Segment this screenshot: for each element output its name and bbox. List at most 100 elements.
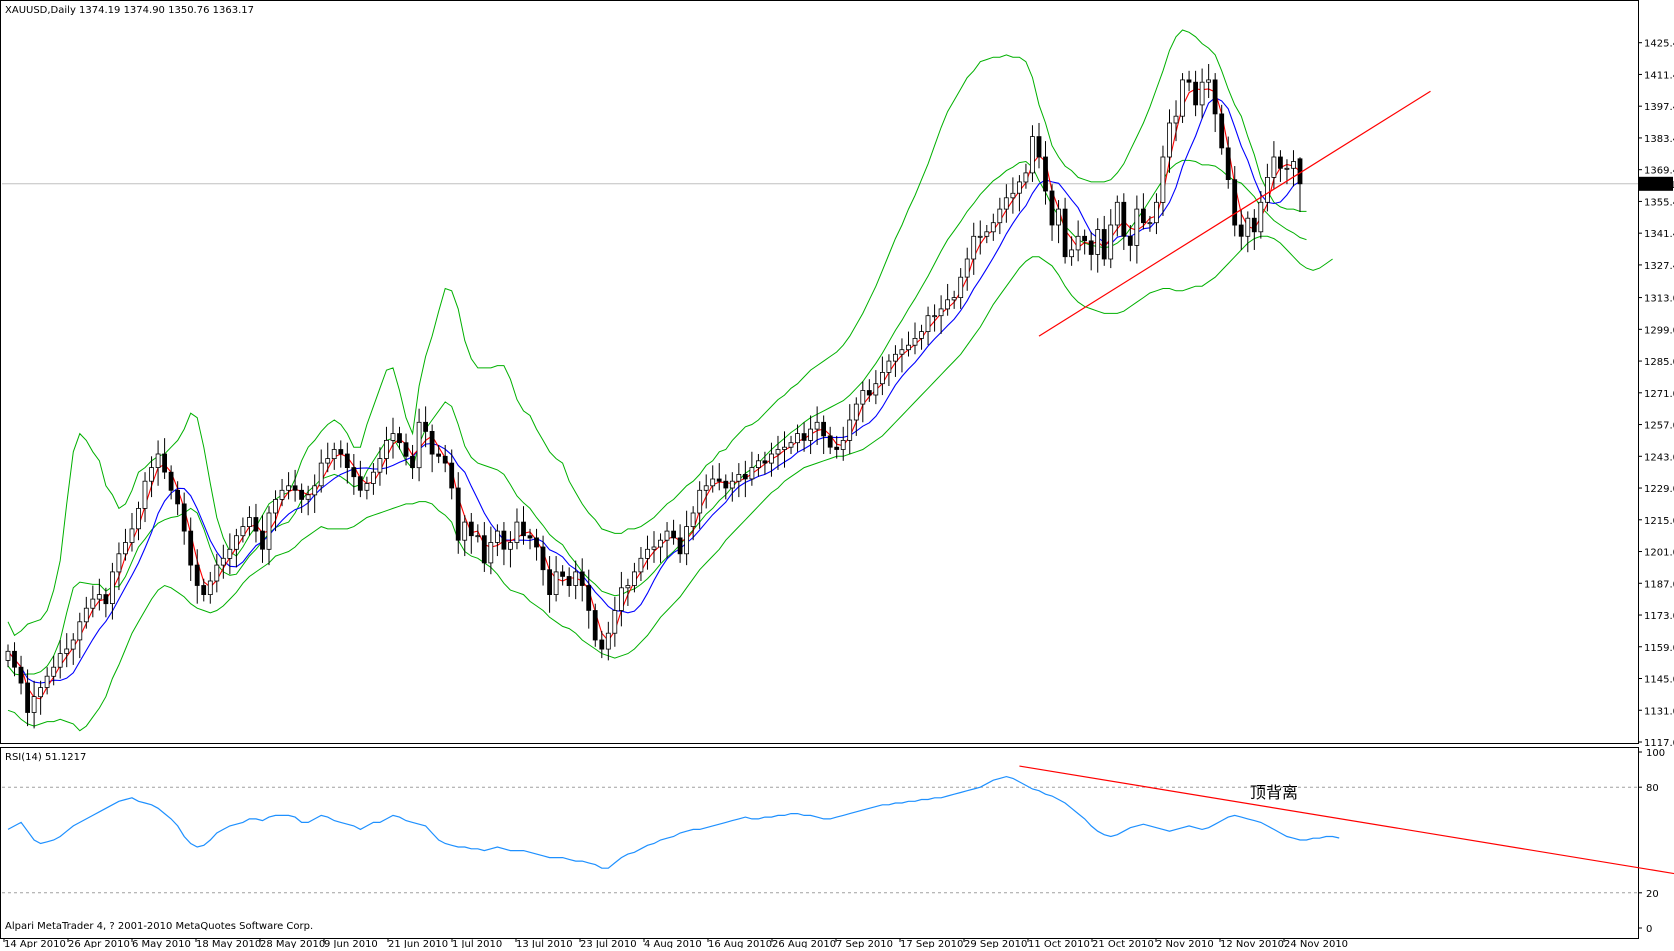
price-tick-label: 1257.00 xyxy=(1644,421,1674,432)
time-tick-label: 7 Sep 2010 xyxy=(836,939,893,948)
time-tick-label: 23 Jul 2010 xyxy=(580,939,637,948)
candle-body xyxy=(207,580,213,596)
rsi-tick-label: 0 xyxy=(1646,924,1652,935)
price-tick-label: 1369.40 xyxy=(1644,166,1674,177)
candle-body xyxy=(110,571,115,605)
candle-body xyxy=(1167,122,1172,158)
candle-body xyxy=(136,507,141,530)
candle-body xyxy=(756,460,761,468)
price-axis: 1425.40 1411.40 1397.40 1383.40 1369.40 1355.… xyxy=(1638,39,1674,749)
time-tick-label: 24 Nov 2010 xyxy=(1284,939,1348,948)
time-tick-label: 11 Oct 2010 xyxy=(1028,939,1090,948)
price-tick-label: 1215.00 xyxy=(1644,516,1674,527)
price-tick-label: 1327.40 xyxy=(1644,261,1674,272)
candle-body xyxy=(1141,208,1146,224)
candle-body xyxy=(880,371,885,385)
rsi-line xyxy=(7,775,1340,869)
candle-body xyxy=(18,666,24,684)
price-tick-label: 1271.00 xyxy=(1644,389,1674,400)
candle-body xyxy=(906,344,911,351)
candle-body xyxy=(397,433,402,444)
time-axis: 14 Apr 2010 26 Apr 2010 6 May 2010 18 May 2… xyxy=(3,938,1348,950)
rsi-indicator xyxy=(2,765,1674,894)
candle-body xyxy=(795,433,800,444)
time-tick-label: 4 Aug 2010 xyxy=(644,939,702,948)
candle-body xyxy=(383,439,389,459)
rsi-header: RSI(14) 51.1217 xyxy=(5,752,86,763)
candle-body xyxy=(403,442,409,457)
candle-body xyxy=(527,535,533,539)
candle-body xyxy=(1147,222,1153,225)
candle-body xyxy=(194,564,200,586)
candle-body xyxy=(893,353,898,362)
candle-body xyxy=(769,453,774,464)
candlesticks xyxy=(5,64,1303,729)
candle-body xyxy=(827,435,833,448)
rsi-tick-label: 80 xyxy=(1646,783,1659,794)
candle-body xyxy=(534,537,539,548)
price-tick-label: 1397.40 xyxy=(1644,102,1674,113)
candle-body xyxy=(1160,156,1166,203)
candle-body xyxy=(951,297,957,301)
candle-body xyxy=(1251,217,1257,233)
price-tick-label: 1341.40 xyxy=(1644,229,1674,240)
divergence-annotation: 顶背离 xyxy=(1250,783,1298,802)
candle-body xyxy=(220,557,226,566)
candle-body xyxy=(703,485,709,491)
candle-body xyxy=(462,521,468,541)
time-tick-label: 26 Aug 2010 xyxy=(772,939,836,948)
time-tick-label: 17 Sep 2010 xyxy=(900,939,963,948)
candle-body xyxy=(1049,190,1055,226)
time-tick-label: 21 Jun 2010 xyxy=(388,939,448,948)
candle-body xyxy=(501,530,507,550)
candle-body xyxy=(997,208,1003,224)
candle-body xyxy=(808,428,813,441)
candle-body xyxy=(1206,79,1211,83)
candle-body xyxy=(233,535,239,550)
candle-body xyxy=(742,473,748,480)
time-tick-label: 9 Jun 2010 xyxy=(324,939,378,948)
candle-body xyxy=(684,526,689,555)
candle-body xyxy=(5,650,11,661)
candle-body xyxy=(925,315,931,333)
candle-body xyxy=(814,421,820,430)
candle-body xyxy=(788,442,794,448)
price-tick-label: 1355.40 xyxy=(1644,197,1674,208)
candle-body xyxy=(240,526,246,537)
candle-body xyxy=(847,419,853,441)
candle-body xyxy=(51,666,57,677)
bollinger-lower xyxy=(7,235,1333,732)
price-tick-label: 1131.00 xyxy=(1644,706,1674,717)
candle-body xyxy=(357,476,363,491)
candle-body xyxy=(775,449,781,455)
candle-body xyxy=(932,315,937,318)
time-tick-label: 21 Oct 2010 xyxy=(1092,939,1154,948)
price-tick-label: 1285.00 xyxy=(1644,357,1674,368)
candle-body xyxy=(312,485,318,496)
candle-body xyxy=(168,471,174,491)
main-chart-frame xyxy=(0,0,1639,744)
candle-body xyxy=(351,467,357,478)
candle-body xyxy=(853,403,859,421)
candle-body xyxy=(83,607,89,623)
price-tick-label: 1243.00 xyxy=(1644,452,1674,463)
candle-body xyxy=(390,433,396,441)
candle-body xyxy=(592,610,598,641)
candle-body xyxy=(579,571,585,586)
candle-body xyxy=(821,421,826,437)
candle-body xyxy=(481,535,487,564)
candle-body xyxy=(1003,197,1009,210)
candle-body xyxy=(38,687,43,698)
candle-body xyxy=(749,467,755,480)
candle-body xyxy=(12,650,17,668)
candle-body xyxy=(299,489,305,500)
candle-body xyxy=(1010,192,1016,199)
candle-body xyxy=(246,517,252,528)
rsi-tick-label: 20 xyxy=(1646,889,1659,900)
candle-body xyxy=(377,458,383,473)
candle-body xyxy=(96,594,102,600)
candle-body xyxy=(201,585,207,596)
copyright-text: Alpari MetaTrader 4, ? 2001-2010 MetaQuo… xyxy=(5,921,313,932)
candle-body xyxy=(899,349,905,355)
candle-body xyxy=(488,542,494,564)
